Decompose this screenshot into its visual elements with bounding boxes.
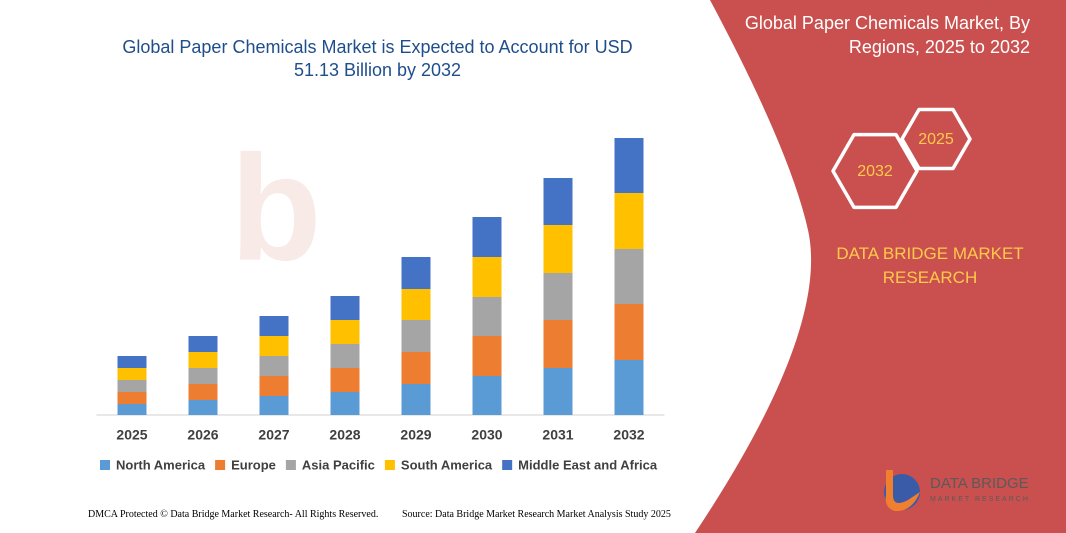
x-tick-label: 2027	[258, 427, 289, 443]
bar-segment	[259, 336, 289, 356]
chart-title: Global Paper Chemicals Market is Expecte…	[122, 37, 633, 80]
watermark-shape: b	[230, 124, 322, 292]
bar-segment	[188, 384, 218, 400]
bar-segment	[472, 217, 502, 257]
hexagon	[831, 132, 919, 210]
x-tick-label: 2032	[613, 427, 644, 443]
bar-segment	[330, 392, 360, 415]
bar-segment	[472, 336, 502, 376]
hexagons: 2025 2032	[831, 107, 972, 210]
bar-segment	[117, 356, 147, 368]
bar-segment	[543, 368, 573, 415]
x-tick-label: 2030	[471, 427, 502, 443]
bar-segment	[614, 193, 644, 249]
bar-segment	[614, 304, 644, 360]
panel-title: Global Paper Chemicals Market, By Region…	[744, 13, 1030, 57]
bar-segment	[188, 400, 218, 415]
legend-label: Asia Pacific	[302, 457, 375, 472]
bar-segment	[401, 257, 431, 289]
hexagon-label: 2025	[918, 131, 954, 148]
hexagon-label: 2032	[857, 163, 893, 180]
legend-label: Europe	[231, 457, 276, 472]
bar-segment	[472, 297, 502, 336]
bar-segment	[543, 225, 573, 273]
bar-segment	[543, 178, 573, 225]
x-tick-label: 2025	[116, 427, 147, 443]
logo: DATA BRIDGE MARKET RESEARCH	[884, 470, 1030, 512]
brand: DATA BRIDGE MARKET RESEARCH	[836, 244, 1024, 287]
bar-segment	[117, 404, 147, 415]
bar-segment	[614, 249, 644, 304]
bar-segment	[330, 368, 360, 392]
bar-segment	[259, 396, 289, 415]
footer-left: DMCA Protected © Data Bridge Market Rese…	[88, 509, 379, 520]
logo-tagline: MARKET RESEARCH	[930, 496, 1030, 503]
bar-segment	[401, 384, 431, 415]
legend-label: Middle East and Africa	[518, 457, 658, 472]
bar-segment	[330, 320, 360, 344]
logo-mark	[885, 470, 920, 512]
bar-segment	[401, 289, 431, 320]
bar-segment	[614, 138, 644, 193]
legend-swatch	[384, 460, 395, 470]
bar-segment	[330, 344, 360, 368]
logo-name: DATA BRIDGE	[930, 475, 1029, 492]
bar-segment	[614, 360, 644, 415]
bar-segment	[259, 356, 289, 376]
bar-segment	[117, 380, 147, 392]
hexagon	[900, 107, 972, 171]
bar-segment	[117, 368, 147, 380]
bar-segment	[543, 320, 573, 368]
side-panel	[695, 0, 1066, 533]
plot: 2025 2026 2027 2028 2029 2030 2031 2032 North Am…	[96, 138, 665, 472]
bar-segment	[188, 352, 218, 368]
bar-segment	[259, 316, 289, 336]
legend-label: South America	[401, 457, 493, 472]
bar-segment	[259, 376, 289, 396]
bar-segment	[472, 376, 502, 415]
legend-swatch	[502, 460, 513, 470]
bar-segment	[188, 368, 218, 384]
legend-label: North America	[116, 457, 206, 472]
x-tick-label: 2029	[400, 427, 431, 443]
bar-segment	[472, 257, 502, 297]
bar-segment	[401, 352, 431, 384]
bar-segment	[330, 296, 360, 320]
bar-segment	[188, 336, 218, 352]
bar-segment	[117, 392, 147, 404]
bar-segment	[543, 273, 573, 320]
x-tick-label: 2026	[187, 427, 218, 443]
x-tick-label: 2031	[542, 427, 573, 443]
bar-segment	[401, 320, 431, 352]
legend-swatch	[100, 460, 110, 470]
legend-swatch	[215, 460, 226, 470]
footer-right: Source: Data Bridge Market Research Mark…	[402, 509, 671, 520]
x-tick-label: 2028	[329, 427, 360, 443]
legend-swatch	[285, 460, 296, 470]
